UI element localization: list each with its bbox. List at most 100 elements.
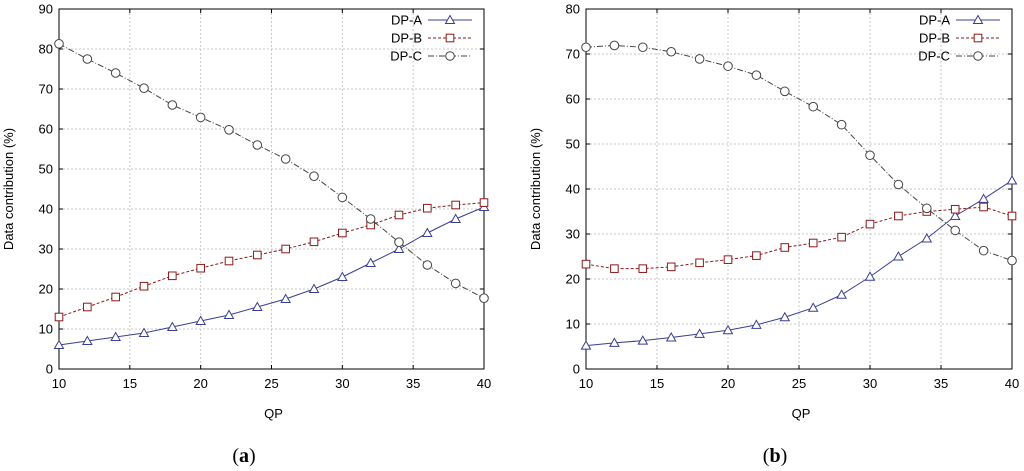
chart-a-data-point-dp-a [223,309,235,319]
chart-b-data-point-dp-a [807,302,819,312]
chart-a-data-point-dp-b [281,244,290,254]
chart-b-data-point-dp-b [752,251,761,260]
chart-a-y-tick-label: 0 [46,362,53,377]
chart-b-x-axis-label: QP [792,406,811,421]
chart-b-data-point-dp-a [921,232,933,243]
chart-a-data-point-dp-a [53,339,65,349]
chart-b-series-line-dp-b [585,206,1013,270]
chart-a-y-tick-label: 60 [39,122,53,137]
chart-b-legend-label: DP-C [918,49,950,64]
chart-a-data-point-dp-c [309,171,319,181]
chart-b-y-tick-label: 20 [566,272,580,287]
chart-b-data-point-dp-c [638,42,648,53]
chart-b-data-point-dp-c [666,46,677,57]
chart-b-data-point-dp-c [581,42,591,53]
chart-a-data-point-dp-c [365,214,376,224]
chart-a-data-point-dp-c [394,237,404,247]
chart-a-y-tick-label: 30 [39,242,53,257]
chart-a-data-point-dp-c [337,192,348,203]
chart-a-y-tick-label: 10 [39,322,53,337]
chart-b-legend-marker [973,33,983,43]
chart-a-data-point-dp-a [308,283,320,293]
chart-a-data-point-dp-a [365,257,377,267]
chart-b-x-tick-label: 20 [721,376,735,391]
chart-a-data-point-dp-a [81,335,93,345]
chart-b-data-point-dp-b [1007,211,1017,221]
chart-a-x-tick-label: 25 [264,376,278,391]
chart-a-data-point-dp-a [138,327,150,337]
chart-b-data-point-dp-b [695,258,704,268]
chart-a-data-point-dp-a [195,315,207,325]
chart-b-y-tick-label: 60 [566,92,580,107]
chart-b-data-point-dp-a [893,250,904,261]
chart-b-data-point-dp-b [723,255,733,264]
chart-b-legend-label: DP-B [919,31,950,46]
chart-a-x-axis-label: QP [264,406,283,421]
chart-b-y-tick-label: 50 [566,137,580,152]
chart-b-data-point-dp-a [665,331,677,342]
chart-b-y-axis-label: Data contribution (%) [528,128,543,250]
chart-b-data-point-dp-a [864,271,876,281]
chart-a-series-line-dp-b [58,202,485,318]
chart-b-x-tick-label: 15 [650,376,664,391]
chart-b-data-point-dp-c [723,61,733,71]
chart-b-data-point-dp-b [666,262,676,272]
chart-b-panel-label: (b) [763,445,787,467]
chart-a-data-point-dp-c [280,154,291,164]
chart-a-data-point-dp-a [280,293,292,303]
chart-a-data-point-dp-c [110,68,121,78]
chart-a-panel-label: (a) [232,445,255,467]
chart-a-data-point-dp-b [423,203,432,213]
chart-b-data-point-dp-a [694,328,705,338]
chart-a-legend-label: DP-A [391,13,422,28]
chart-a-series-line-dp-c [58,43,485,299]
chart-a-data-point-dp-b [451,200,460,210]
chart-b-data-point-dp-b [979,202,988,212]
chart-b-y-tick-label: 0 [573,362,580,377]
chart-b-y-tick-label: 70 [566,47,580,62]
chart-a-data-point-dp-c [167,100,178,110]
chart-a-data-point-dp-b [338,228,347,238]
chart-b-data-point-dp-b [808,238,818,248]
chart-b-legend-marker [972,14,984,24]
chart-b-data-point-dp-c [922,203,932,214]
chart-b-data-point-dp-c [780,86,790,97]
chart-a-data-point-dp-c [252,140,263,150]
chart-a-data-point-dp-b [479,198,489,207]
chart-a-data-point-dp-a [251,301,263,311]
chart-a-y-axis-label: Data contribution (%) [1,128,16,250]
chart-a-data-point-dp-a [336,271,348,281]
chart-b-data-point-dp-c [751,70,762,80]
chart-b-data-point-dp-c [694,54,705,64]
chart-a-data-point-dp-b [54,312,64,322]
chart-a-data-point-dp-c [479,293,489,304]
chart-b-data-point-dp-a [836,289,847,299]
chart-b-data-point-dp-b [638,264,648,273]
chart-a-y-tick-label: 20 [39,282,53,297]
chart-b-y-tick-label: 10 [566,317,580,332]
chart-b-data-point-dp-b [581,259,591,269]
chart-a-data-point-dp-c [450,278,461,289]
chart-b-x-tick-label: 35 [934,376,948,391]
chart-a-data-point-dp-b [394,210,404,220]
chart-b-data-point-dp-c [978,245,989,256]
chart-a-x-tick-label: 20 [193,376,207,391]
chart-b-x-tick-label: 25 [792,376,806,391]
chart-b-data-point-dp-b [837,232,846,242]
chart-a-data-point-dp-a [450,213,462,223]
chart-a-legend-marker [445,33,455,43]
chart-a-data-point-dp-a [393,243,405,253]
chart-a-x-tick-label: 30 [335,376,349,391]
chart-a-y-tick-label: 70 [39,82,53,97]
chart-a-x-tick-label: 40 [477,376,491,391]
chart-b-data-point-dp-c [865,150,875,161]
chart-a-data-point-dp-b [111,292,120,302]
chart-a-data-point-dp-c [195,112,206,123]
chart-a-data-point-dp-b [224,256,234,266]
chart-b-x-tick-label: 30 [863,376,877,391]
chart-a-data-point-dp-c [224,125,234,135]
chart-b-data-point-dp-b [780,243,790,252]
chart-a-data-point-dp-a [421,227,433,237]
chart-b-x-tick-label: 10 [579,376,593,391]
